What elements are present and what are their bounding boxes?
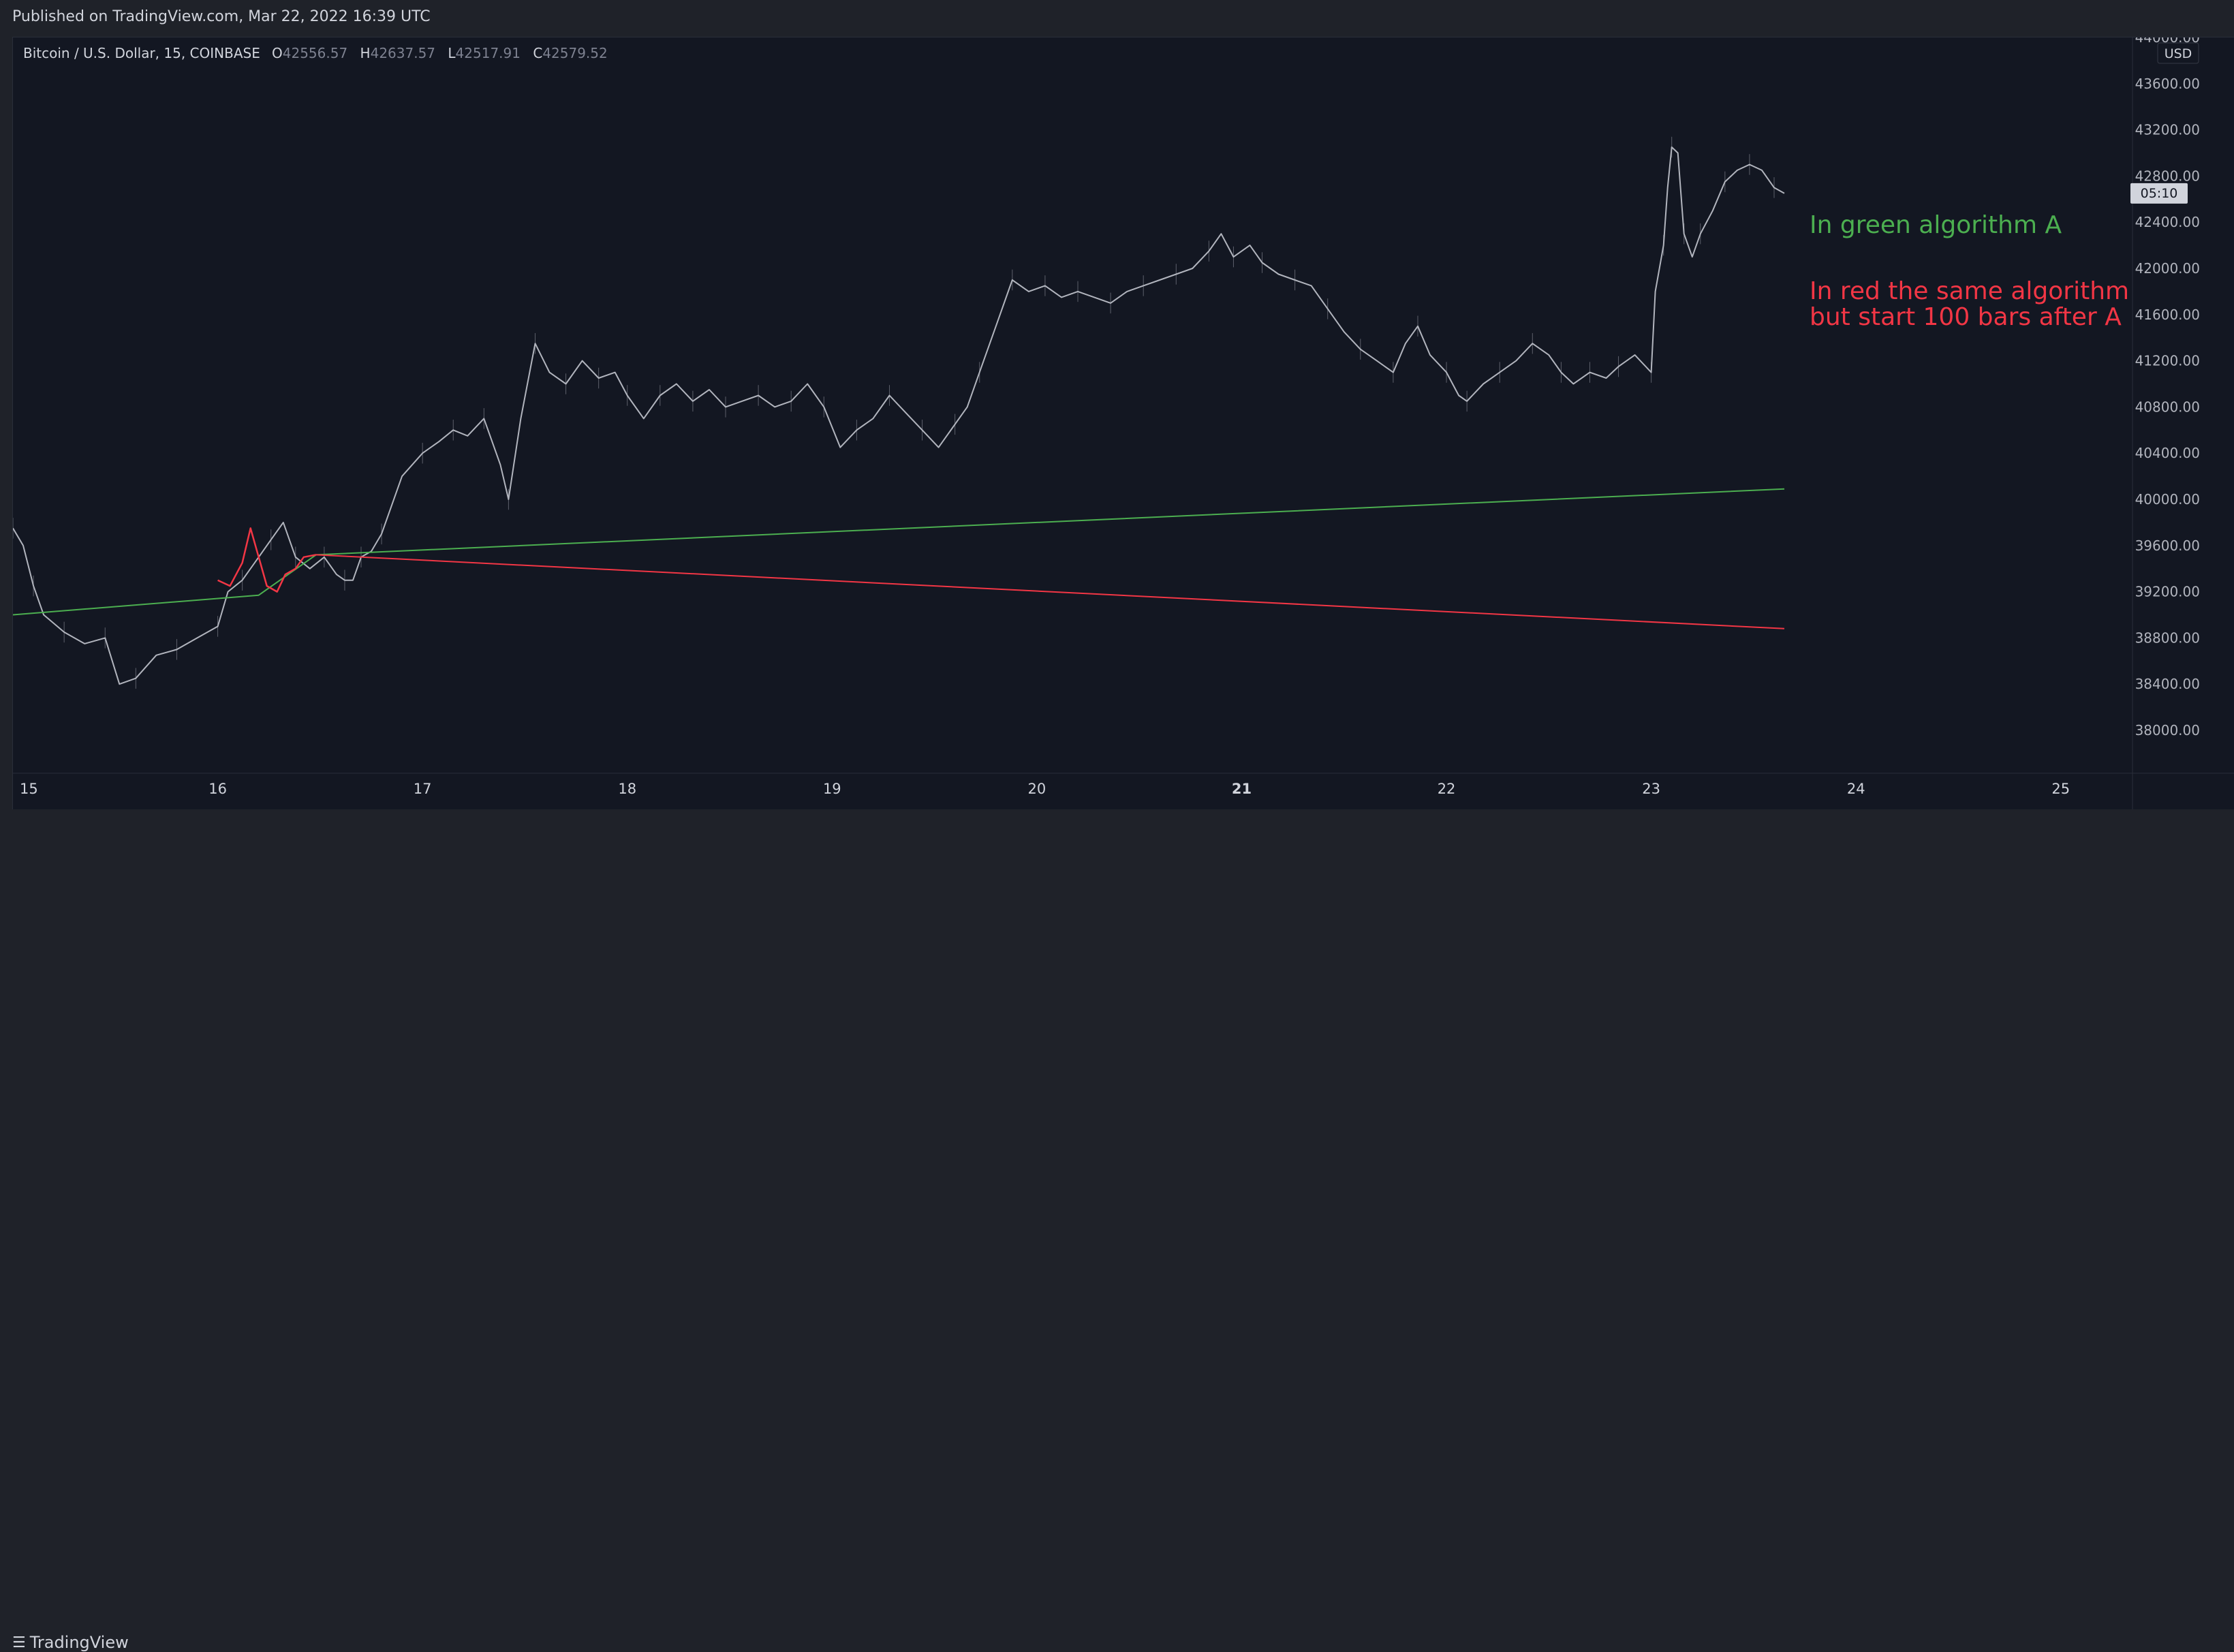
ohlc-readout: O42556.57 H42637.57 L42517.91 C42579.52 — [272, 45, 608, 61]
x-tick-label: 22 — [1438, 781, 1456, 797]
x-tick-label: 25 — [2051, 781, 2070, 797]
x-tick-label: 20 — [1028, 781, 1046, 797]
chart-svg[interactable]: Bitcoin / U.S. Dollar, 15, COINBASE O425… — [13, 37, 2234, 810]
y-tick-label: 39200.00 — [2135, 584, 2200, 600]
y-tick-label: 43600.00 — [2135, 76, 2200, 92]
bottom-bar: ☰ TradingView — [0, 809, 2234, 1652]
y-tick-label: 42800.00 — [2135, 168, 2200, 184]
x-tick-label: 16 — [208, 781, 227, 797]
x-tick-label: 17 — [414, 781, 432, 797]
x-tick-label: 21 — [1232, 781, 1252, 797]
tradingview-logo-text: TradingView — [29, 1633, 129, 1652]
countdown-box — [2130, 183, 2188, 204]
series-layer — [13, 136, 1785, 689]
y-tick-label: 42000.00 — [2135, 260, 2200, 277]
annotation-red-line1: In red the same algorithm — [1810, 277, 2129, 305]
y-tick-label: 39600.00 — [2135, 537, 2200, 554]
symbol-name: Bitcoin / U.S. Dollar, 15, COINBASE — [23, 45, 260, 61]
chart-area[interactable]: Bitcoin / U.S. Dollar, 15, COINBASE O425… — [12, 37, 2234, 810]
y-tick-label: 43200.00 — [2135, 122, 2200, 138]
x-tick-label: 24 — [1847, 781, 1865, 797]
x-tick-label: 19 — [823, 781, 841, 797]
y-tick-label: 41200.00 — [2135, 353, 2200, 369]
y-tick-label: 42400.00 — [2135, 214, 2200, 230]
annotation-red-line2: but start 100 bars after A — [1810, 303, 2122, 331]
y-tick-label: 38000.00 — [2135, 722, 2200, 738]
countdown-label: 05:10 — [2141, 186, 2178, 201]
x-axis: 15 16 17 18 19 20 21 22 23 24 25 — [20, 781, 2070, 797]
y-axis: 38000.00 38400.00 38800.00 39200.00 39600.00… — [2135, 37, 2200, 738]
top-bar: Published on TradingView.com, Mar 22, 20… — [0, 0, 2234, 37]
tradingview-logo[interactable]: ☰ TradingView — [12, 1633, 129, 1652]
x-tick-label: 15 — [20, 781, 38, 797]
price-line — [13, 146, 1785, 685]
y-tick-label: 40800.00 — [2135, 399, 2200, 415]
green-trend-line — [13, 488, 1785, 616]
annotation-green: In green algorithm A — [1810, 211, 2062, 239]
red-trend-line — [315, 554, 1785, 629]
x-tick-label: 23 — [1642, 781, 1660, 797]
y-tick-label: 40000.00 — [2135, 491, 2200, 508]
published-label: Published on TradingView.com, Mar 22, 20… — [12, 8, 431, 25]
y-tick-label: 40400.00 — [2135, 445, 2200, 461]
tradingview-logo-icon: ☰ — [12, 1634, 26, 1651]
x-tick-label: 18 — [618, 781, 636, 797]
currency-box[interactable] — [2157, 42, 2199, 64]
currency-label: USD — [2165, 46, 2192, 61]
red-price-segment — [217, 527, 317, 593]
y-tick-label: 38400.00 — [2135, 676, 2200, 692]
y-tick-label: 38800.00 — [2135, 629, 2200, 646]
y-tick-label: 41600.00 — [2135, 307, 2200, 323]
